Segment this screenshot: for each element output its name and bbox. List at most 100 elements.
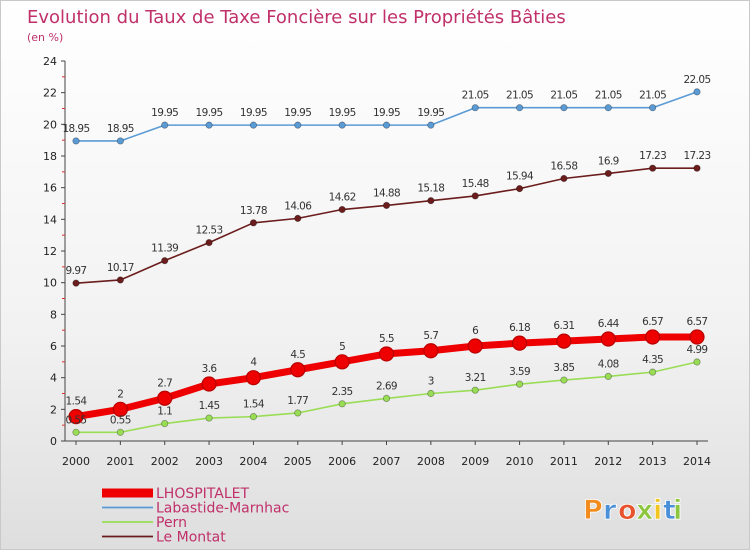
y-tick-label: 20 <box>43 118 57 131</box>
data-label-0: 5 <box>339 341 345 353</box>
y-tick-label: 10 <box>43 277 57 290</box>
legend-label-0: LHOSPITALET <box>156 486 249 502</box>
y-tick-label: 22 <box>43 87 57 100</box>
chart-title: Evolution du Taux de Taxe Foncière sur l… <box>27 7 566 28</box>
data-label-0: 2 <box>117 388 123 400</box>
y-tick-label: 14 <box>43 213 57 226</box>
data-label-0: 4 <box>250 357 257 369</box>
y-tick-label: 24 <box>43 55 57 68</box>
data-label-2: 1.54 <box>243 399 265 411</box>
data-point-0 <box>378 346 395 362</box>
data-label-3: 14.06 <box>284 200 312 212</box>
data-label-3: 15.18 <box>417 183 444 195</box>
x-tick-label: 2007 <box>373 455 401 468</box>
legend-label-3: Le Montat <box>156 530 226 546</box>
logo-letter-0: P <box>583 495 603 526</box>
data-label-3: 10.17 <box>107 262 134 274</box>
logo-letter-4: i <box>653 495 662 526</box>
data-point-2 <box>560 376 568 384</box>
data-label-1: 21.05 <box>639 90 666 102</box>
data-label-0: 6.18 <box>509 322 530 334</box>
data-point-2 <box>471 386 479 394</box>
data-label-1: 19.95 <box>417 107 444 119</box>
y-tick-label: 8 <box>50 308 57 321</box>
data-point-0 <box>245 370 262 386</box>
x-tick-label: 2006 <box>328 455 356 468</box>
data-labels-layer: 18.95 18.95 19.95 19.95 19.95 19.95 19.95 19.95… <box>62 74 711 426</box>
data-label-3: 14.88 <box>373 187 400 199</box>
data-label-0: 6 <box>472 325 479 337</box>
data-point-2 <box>294 409 302 417</box>
data-point-0 <box>600 331 616 347</box>
data-point-0 <box>112 401 128 417</box>
data-point-2 <box>161 419 169 428</box>
y-tick-label: 4 <box>50 372 57 385</box>
x-tick-label: 2013 <box>639 455 667 468</box>
data-label-1: 18.95 <box>107 123 134 135</box>
data-label-2: 4.08 <box>598 358 619 370</box>
data-label-3: 15.48 <box>462 178 489 190</box>
x-tick-label: 2004 <box>239 455 267 468</box>
data-point-3 <box>604 169 612 178</box>
data-label-2: 4.99 <box>687 344 708 356</box>
data-point-1 <box>72 137 80 145</box>
data-label-3: 17.23 <box>683 150 710 162</box>
data-label-0: 6.31 <box>553 320 574 332</box>
data-label-1: 19.95 <box>196 107 223 119</box>
data-point-2 <box>338 400 346 408</box>
data-point-3 <box>294 214 302 222</box>
data-label-2: 1.45 <box>199 400 220 412</box>
data-label-1: 19.95 <box>284 107 311 119</box>
data-point-0 <box>467 338 483 354</box>
data-label-0: 2.7 <box>157 377 172 389</box>
data-label-1: 21.05 <box>595 90 622 102</box>
data-point-1 <box>161 121 169 129</box>
x-tick-label: 2010 <box>506 455 534 468</box>
data-point-3 <box>649 164 657 172</box>
y-tick-label: 12 <box>43 245 57 258</box>
series-layer <box>68 88 705 436</box>
data-label-2: 1.1 <box>157 406 172 418</box>
y-tick-label: 2 <box>50 403 57 416</box>
x-tick-label: 2005 <box>284 455 312 468</box>
data-point-0 <box>423 343 439 359</box>
y-tick-label: 16 <box>43 182 57 195</box>
data-point-3 <box>72 279 80 287</box>
data-point-0 <box>511 335 528 351</box>
data-label-3: 9.97 <box>66 265 87 277</box>
data-point-2 <box>72 428 80 436</box>
data-label-2: 3.21 <box>465 372 486 384</box>
data-point-0 <box>201 376 217 392</box>
data-point-1 <box>471 104 479 112</box>
data-point-1 <box>560 104 568 112</box>
data-label-2: 1.77 <box>287 395 308 407</box>
data-label-0: 6.44 <box>598 318 620 330</box>
logo-letter-6: i <box>673 495 682 526</box>
data-label-2: 0.55 <box>110 414 131 426</box>
data-label-2: 2.35 <box>332 386 353 398</box>
data-point-1 <box>427 121 435 129</box>
legend-label-2: Pern <box>156 515 187 531</box>
data-label-1: 22.05 <box>683 74 710 86</box>
x-tick-label: 2011 <box>550 455 578 468</box>
data-point-1 <box>116 137 124 145</box>
data-point-1 <box>294 121 302 129</box>
data-point-2 <box>116 428 124 436</box>
data-label-1: 21.05 <box>462 90 489 102</box>
data-point-0 <box>645 329 661 345</box>
data-label-1: 18.95 <box>62 123 89 135</box>
data-label-1: 21.05 <box>550 90 577 102</box>
data-label-2: 3.59 <box>509 366 530 378</box>
x-tick-label: 2014 <box>683 455 711 468</box>
data-point-2 <box>427 389 435 398</box>
data-point-1 <box>693 88 701 96</box>
data-label-0: 6.57 <box>687 316 708 328</box>
data-label-1: 19.95 <box>373 107 400 119</box>
data-label-1: 19.95 <box>240 107 267 119</box>
data-point-3 <box>560 174 568 183</box>
data-label-2: 2.69 <box>376 380 397 392</box>
data-point-0 <box>290 362 306 378</box>
